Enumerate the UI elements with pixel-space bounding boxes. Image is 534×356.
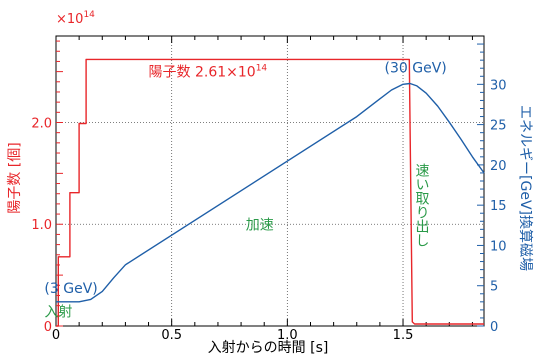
axis-ticks: 0 0.5 1.0 1.5 0 1.0 2.0 0 5 10 15 20 25 30: [31, 36, 507, 343]
annotation-label: 入射: [44, 304, 72, 320]
x-tick-label: 1.0: [277, 328, 298, 343]
annotation-label: 陽子数 2.61×1014: [149, 64, 268, 81]
series-line: [56, 58, 484, 327]
series-line: [56, 82, 485, 303]
y-left-tick-label: 2.0: [31, 116, 52, 131]
y-right-tick-label: 30: [490, 78, 507, 93]
y-right-tick-label: 20: [490, 159, 507, 174]
y-right-tick-label: 5: [490, 280, 498, 295]
y-left-tick-label: 0: [44, 320, 52, 335]
x-tick-label: 0: [52, 328, 60, 343]
y-right-tick-label: 10: [490, 239, 507, 254]
y-right-tick-label: 0: [490, 320, 498, 335]
left-exponent: ×1014: [56, 10, 95, 27]
y-right-tick-label: 15: [490, 199, 507, 214]
y-left-tick-label: 1.0: [31, 218, 52, 233]
annotation-label: (3 GeV): [44, 281, 97, 297]
x-axis-label: 入射からの時間 [s]: [208, 340, 329, 356]
y-axis-label-right: エネルギー[GeV]換算磁場: [517, 105, 533, 271]
annotation-label: 速い取り出し: [414, 163, 430, 247]
series-layer: [56, 58, 485, 327]
annotation-label: 加速: [246, 217, 274, 233]
x-tick-label: 1.5: [393, 328, 414, 343]
y-right-tick-label: 25: [490, 119, 507, 134]
y-axis-label-left: 陽子数 [個]: [7, 142, 23, 213]
text-layer: 陽子数 2.61×1014 (30 GeV) (3 GeV) 入射 加速 速い取り出し: [44, 60, 446, 320]
annotation-label: (30 GeV): [385, 60, 447, 76]
x-tick-label: 0.5: [161, 328, 182, 343]
